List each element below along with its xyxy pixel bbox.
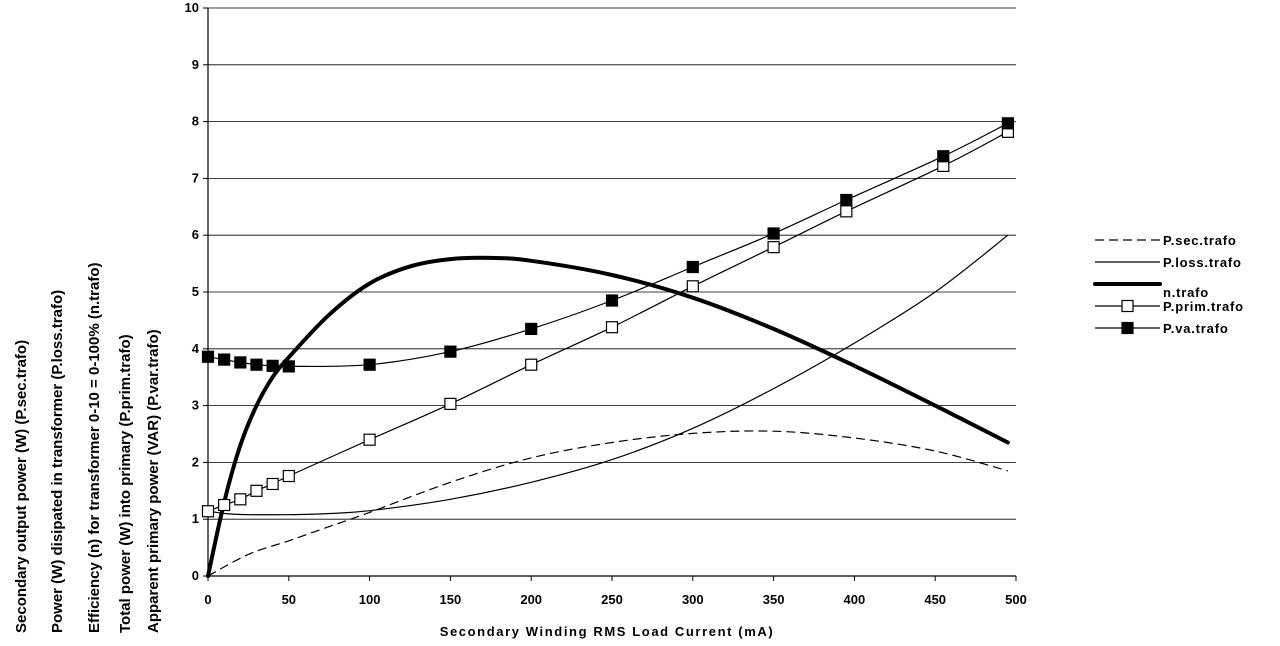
point-p-prim-trafo <box>525 358 538 371</box>
y-tick-label: 1 <box>192 511 199 526</box>
point-p-va-trafo <box>937 150 950 163</box>
y-tick-label: 6 <box>192 227 199 242</box>
y-tick-label: 4 <box>192 341 200 356</box>
x-tick-label: 0 <box>204 592 211 607</box>
y-axis-labels: Secondary output power (W) (P.sec.trafo)… <box>13 262 162 633</box>
point-p-va-trafo <box>201 350 215 363</box>
y-tick-label: 3 <box>192 398 199 413</box>
point-p-prim-trafo <box>234 493 247 506</box>
x-tick-label: 400 <box>844 592 866 607</box>
y-axis-label-3: Efficiency (n) for transformer 0-10 = 0-… <box>86 262 103 633</box>
x-tick-label: 350 <box>763 592 785 607</box>
y-axis-label-2: Power (W) disipated in transformer (P.lo… <box>49 290 66 633</box>
x-tick-label: 100 <box>359 592 381 607</box>
x-tick-label: 450 <box>924 592 946 607</box>
axes <box>203 7 1017 581</box>
point-p-va-trafo <box>525 322 538 336</box>
x-tick-label: 50 <box>282 592 296 607</box>
point-p-va-trafo <box>444 345 457 358</box>
point-p-va-trafo <box>282 360 295 373</box>
legend-label-p-sec-trafo: P.sec.trafo <box>1163 233 1237 248</box>
point-p-va-trafo <box>250 358 263 371</box>
point-p-prim-trafo <box>282 469 295 483</box>
y-tick-label: 8 <box>192 114 199 129</box>
point-p-prim-trafo <box>605 321 619 334</box>
y-tick-label: 10 <box>185 0 199 15</box>
x-axis-title: Secondary Winding RMS Load Current (mA) <box>440 624 775 639</box>
point-p-prim-trafo <box>840 205 853 218</box>
x-tick-label: 500 <box>1005 592 1027 607</box>
legend-marker-p-va-trafo <box>1121 321 1134 335</box>
series-line-p-sec-trafo <box>207 430 1009 577</box>
x-tick-label: 300 <box>682 592 704 607</box>
series-group <box>201 117 1015 578</box>
gridlines <box>208 7 1016 520</box>
legend-label-p-va-trafo: P.va.trafo <box>1163 321 1229 336</box>
point-p-va-trafo <box>840 193 853 207</box>
point-p-va-trafo <box>1001 117 1015 130</box>
point-p-va-trafo <box>605 294 619 307</box>
x-tick-label: 250 <box>601 592 623 607</box>
x-tick-label: 150 <box>440 592 462 607</box>
y-tick-label: 5 <box>192 284 199 299</box>
point-p-va-trafo <box>266 359 279 372</box>
legend-label-p-prim-trafo: P.prim.trafo <box>1163 299 1244 314</box>
y-axis-label-1: Secondary output power (W) (P.sec.trafo) <box>13 340 30 633</box>
point-p-va-trafo <box>363 358 376 371</box>
y-tick-label: 7 <box>192 170 199 185</box>
point-p-prim-trafo <box>250 484 263 497</box>
legend: P.sec.trafo P.loss.trafo n.trafoP.prim.tra… <box>1093 233 1244 336</box>
point-p-prim-trafo <box>686 280 699 293</box>
point-p-prim-trafo <box>218 498 231 512</box>
x-tick-label: 200 <box>520 592 542 607</box>
series-line-n-trafo <box>206 255 1010 578</box>
point-p-va-trafo <box>234 356 247 369</box>
point-p-va-trafo <box>767 227 780 240</box>
legend-label-p-loss-trafo: P.loss.trafo <box>1163 255 1242 270</box>
legend-marker-p-prim-trafo <box>1121 299 1134 313</box>
point-p-prim-trafo <box>363 433 376 446</box>
y-axis-label-5: Apparent primary power (VAR) (P.var.traf… <box>145 329 162 633</box>
point-p-va-trafo <box>218 353 231 366</box>
series-line-p-loss-trafo <box>207 234 1009 516</box>
point-p-prim-trafo <box>444 397 457 410</box>
point-p-va-trafo <box>686 260 699 274</box>
legend-label-n-trafo: n.trafo <box>1163 285 1209 300</box>
point-p-prim-trafo <box>767 241 780 254</box>
y-tick-label: 2 <box>192 454 199 469</box>
point-p-prim-trafo <box>201 505 215 518</box>
y-axis-label-4: Total power (W) into primary (P.prim.tra… <box>117 334 134 633</box>
y-tick-label: 9 <box>192 57 199 72</box>
y-tick-label: 0 <box>192 568 199 583</box>
point-p-prim-trafo <box>266 477 279 491</box>
